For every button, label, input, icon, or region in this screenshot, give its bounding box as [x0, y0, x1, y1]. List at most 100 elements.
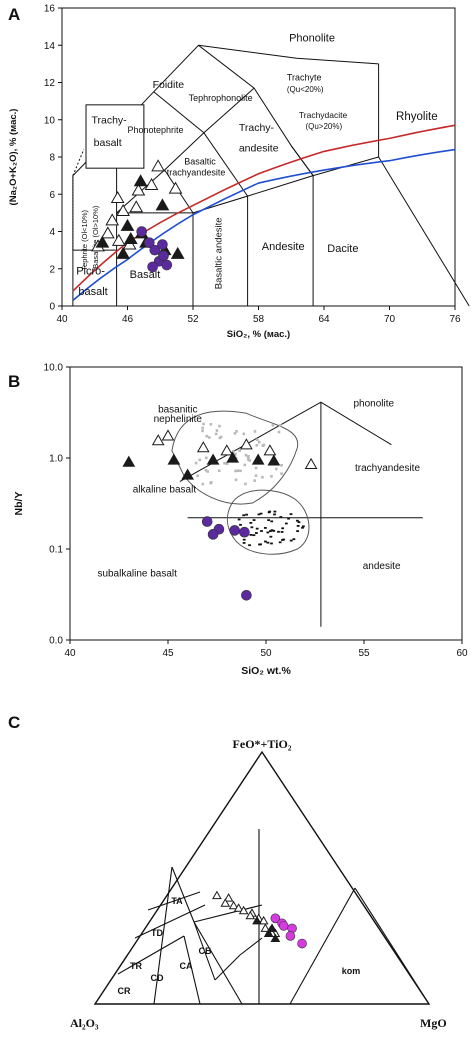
data-point-circle-c [297, 938, 307, 949]
data-point-circle-a [147, 261, 158, 273]
data-point-open-triangle-a [129, 200, 144, 213]
field-boundary-c [214, 954, 241, 981]
reference-sample-black-b [270, 520, 274, 523]
reference-sample-black-b [289, 513, 293, 516]
field-label-c: TR [130, 961, 142, 971]
reference-sample-black-b [301, 525, 305, 528]
reference-sample-grey-b [254, 466, 258, 470]
field-boundary-a [378, 156, 470, 307]
reference-sample-grey-b [225, 462, 229, 465]
reference-sample-grey-b [244, 482, 247, 486]
data-point-circle-b [229, 525, 240, 536]
reference-sample-black-b [268, 510, 272, 513]
reference-sample-grey-b [194, 461, 198, 465]
y-tick-label-a: 14 [44, 41, 56, 52]
reference-sample-grey-b [201, 429, 204, 433]
data-point-filled-triangle-c [263, 928, 274, 937]
reference-sample-black-b [296, 530, 299, 533]
field-boundary-a [203, 132, 249, 197]
data-point-open-triangle-b [196, 441, 210, 453]
field-label-a: Picro- [76, 265, 105, 277]
reference-sample-grey-b [261, 444, 265, 448]
data-point-open-triangle-b [220, 444, 234, 456]
data-point-open-triangle-c [228, 900, 239, 910]
x-tick-label-b: 55 [358, 648, 370, 659]
field-label-a: Andesite [262, 241, 305, 253]
reference-sample-grey-b [233, 453, 237, 456]
data-point-circle-b [241, 589, 252, 601]
data-point-open-triangle-a [105, 213, 120, 226]
reference-sample-black-b [296, 525, 300, 527]
reference-sample-grey-b [238, 449, 241, 452]
y-tick-label-a: 4 [49, 227, 55, 238]
x-tick-label-a: 58 [253, 314, 265, 325]
x-tick-label-a: 40 [56, 314, 68, 325]
field-label-c: TA [171, 896, 183, 906]
field-label-a: Foidite [153, 79, 185, 91]
x-tick-label-b: 40 [64, 648, 76, 659]
field-label-a: andesite [239, 142, 279, 154]
data-point-circle-b [201, 516, 213, 527]
data-point-open-triangle-c [233, 903, 244, 912]
field-label-a: Dacite [327, 243, 358, 255]
field-boundary-c [171, 866, 195, 923]
reference-sample-black-b [280, 531, 284, 533]
panel-label-b: B [8, 372, 20, 391]
reference-sample-grey-b [254, 474, 258, 477]
y-tick-label-b: 10.0 [44, 363, 64, 374]
data-point-circle-a [136, 226, 147, 237]
x-tick-label-b: 45 [162, 648, 174, 659]
data-point-filled-triangle-c [267, 923, 277, 932]
data-point-filled-triangle-a [116, 246, 130, 259]
field-label-a: Trachy- [91, 114, 127, 126]
field-label-b: subalkaline basalt [97, 568, 177, 579]
field-label-c: CD [151, 973, 164, 983]
reference-sample-black-b [269, 530, 272, 533]
data-point-open-triangle-c [238, 905, 249, 915]
reference-sample-black-b [257, 513, 261, 516]
data-point-open-triangle-b [240, 438, 253, 450]
y-tick-label-b: 0.1 [49, 545, 63, 556]
reference-sample-grey-b [255, 443, 259, 447]
reference-sample-grey-b [205, 456, 208, 460]
data-point-circle-a [161, 259, 173, 271]
reference-sample-grey-b [207, 436, 211, 439]
field-boundary-a [290, 145, 314, 176]
field-label-a: Trachyte [287, 73, 322, 83]
reference-sample-grey-b [271, 424, 275, 427]
data-point-filled-triangle-a [170, 246, 185, 259]
reference-sample-black-b [250, 526, 254, 529]
field-label-b: alkaline basalt [133, 484, 197, 495]
reference-sample-black-b [252, 519, 256, 521]
data-point-open-triangle-c [245, 910, 256, 920]
reference-sample-grey-b [218, 436, 222, 440]
trachybasalt-box-a [85, 104, 145, 169]
reference-sample-black-b [255, 532, 258, 534]
y-tick-label-a: 0 [49, 302, 55, 313]
reference-sample-grey-b [255, 438, 259, 441]
reference-sample-grey-b [235, 430, 238, 433]
reference-sample-grey-b [239, 469, 242, 473]
data-point-open-triangle-c [258, 915, 269, 925]
data-point-open-triangle-c [212, 890, 222, 900]
data-point-circle-c [278, 921, 289, 931]
field-boundary-c [183, 935, 201, 1005]
y-tick-label-b: 0.0 [49, 636, 63, 647]
field-boundary-c [193, 904, 263, 923]
field-boundary-c [193, 921, 243, 1005]
field-boundary-c [147, 891, 201, 911]
field-label-b: nephelinite [154, 414, 203, 425]
field-boundary-a [72, 212, 194, 306]
apex-label-top-c: FeO*+TiO₂ [233, 737, 292, 751]
x-tick-label-a: 46 [122, 314, 134, 325]
reference-sample-grey-b [277, 430, 281, 434]
field-boundary-c [239, 937, 263, 956]
data-point-open-triangle-c [260, 923, 271, 932]
reference-sample-grey-b [215, 429, 219, 432]
data-point-circle-a [149, 244, 161, 256]
reference-sample-black-b [260, 530, 263, 532]
field-boundary-c [354, 887, 430, 1005]
reference-sample-black-b [289, 539, 293, 542]
reference-sample-grey-b [261, 475, 264, 479]
reference-sample-black-b [252, 534, 256, 537]
